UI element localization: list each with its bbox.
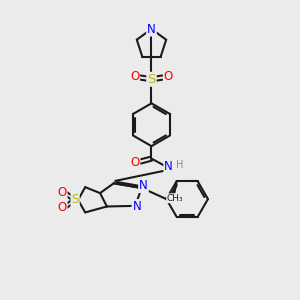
Text: CH₃: CH₃ bbox=[167, 194, 183, 203]
Text: N: N bbox=[164, 160, 173, 173]
Text: N: N bbox=[133, 200, 141, 213]
Text: O: O bbox=[164, 70, 173, 83]
Text: O: O bbox=[57, 201, 67, 214]
Text: S: S bbox=[147, 73, 156, 86]
Text: O: O bbox=[130, 70, 139, 83]
Text: O: O bbox=[57, 186, 67, 199]
Text: H: H bbox=[176, 160, 184, 170]
Text: O: O bbox=[130, 156, 140, 169]
Text: N: N bbox=[147, 22, 156, 35]
Text: N: N bbox=[139, 179, 148, 192]
Text: S: S bbox=[71, 194, 79, 206]
